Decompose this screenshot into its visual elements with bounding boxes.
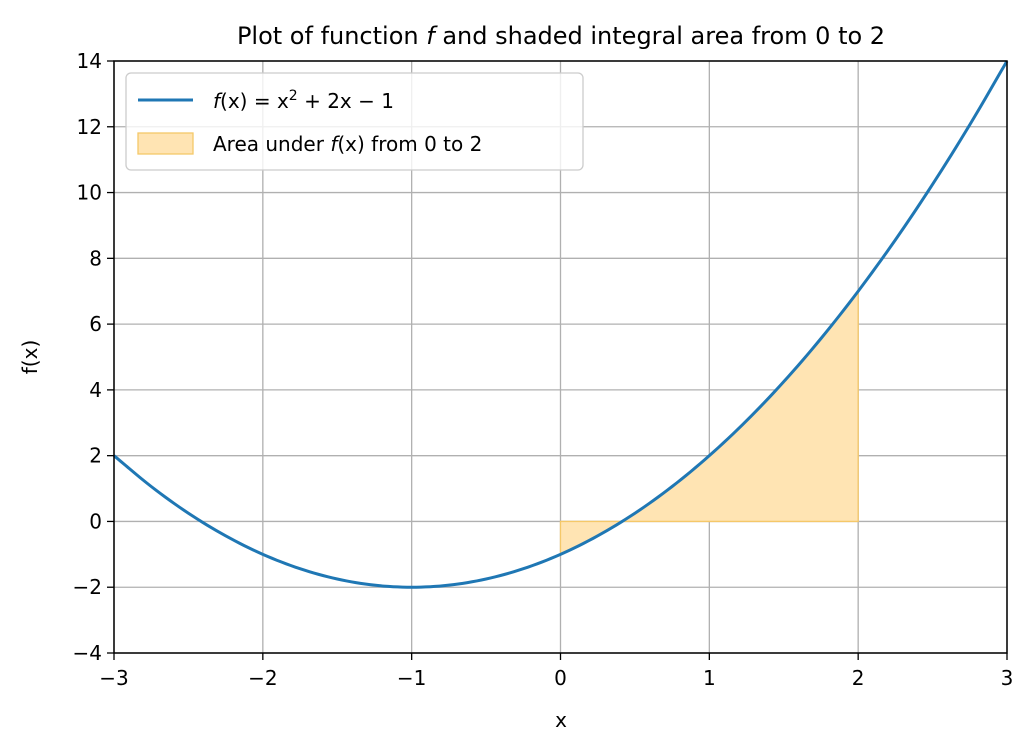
chart-title: Plot of function f and shaded integral a… <box>237 22 885 50</box>
legend-area-f: f <box>330 132 340 156</box>
x-axis-label: x <box>555 708 567 732</box>
x-axis-ticks: −3 −2 −1 0 1 2 3 <box>99 653 1013 690</box>
y-tick-label: 8 <box>89 246 102 270</box>
legend-area-swatch <box>137 132 194 155</box>
y-tick-label: 2 <box>89 444 102 468</box>
legend-box <box>125 72 584 171</box>
legend-line-exp: 2 <box>289 88 298 104</box>
legend-area-arg: (x) <box>337 132 364 156</box>
x-tick-label: −2 <box>248 666 277 690</box>
legend-area-after: from 0 to 2 <box>365 132 483 156</box>
y-tick-label: 10 <box>77 181 102 205</box>
legend-line-rest: + 2x − 1 <box>298 89 394 113</box>
x-tick-label: 2 <box>852 666 865 690</box>
legend-label-area: Area under f(x) from 0 to 2 <box>213 132 482 156</box>
y-tick-label: 0 <box>89 509 102 533</box>
x-tick-label: 1 <box>703 666 716 690</box>
y-tick-label: 14 <box>77 49 102 73</box>
y-axis-ticks: −4 −2 0 2 4 6 8 10 12 14 <box>73 49 114 665</box>
y-tick-label: −4 <box>73 641 102 665</box>
x-tick-label: −1 <box>397 666 426 690</box>
y-tick-label: 4 <box>89 378 102 402</box>
legend-label-line: f(x) = x2 + 2x − 1 <box>213 88 394 113</box>
x-tick-label: 0 <box>554 666 567 690</box>
y-tick-label: 12 <box>77 115 102 139</box>
x-tick-label: 3 <box>1001 666 1014 690</box>
legend-area-before: Area under <box>213 132 330 156</box>
y-tick-label: −2 <box>73 575 102 599</box>
title-text-after: and shaded integral area from 0 to 2 <box>435 22 885 50</box>
legend-line-f: f <box>213 89 223 113</box>
line-layer <box>113 60 1009 589</box>
y-axis-label: f(x) <box>18 340 42 374</box>
y-tick-label: 6 <box>89 312 102 336</box>
legend-line-arg: (x) = x <box>220 89 289 113</box>
line-series-path <box>113 60 1009 589</box>
legend: f(x) = x2 + 2x − 1 Area under f(x) from … <box>125 72 584 171</box>
title-text-before: Plot of function <box>237 22 426 50</box>
x-tick-label: −3 <box>99 666 128 690</box>
